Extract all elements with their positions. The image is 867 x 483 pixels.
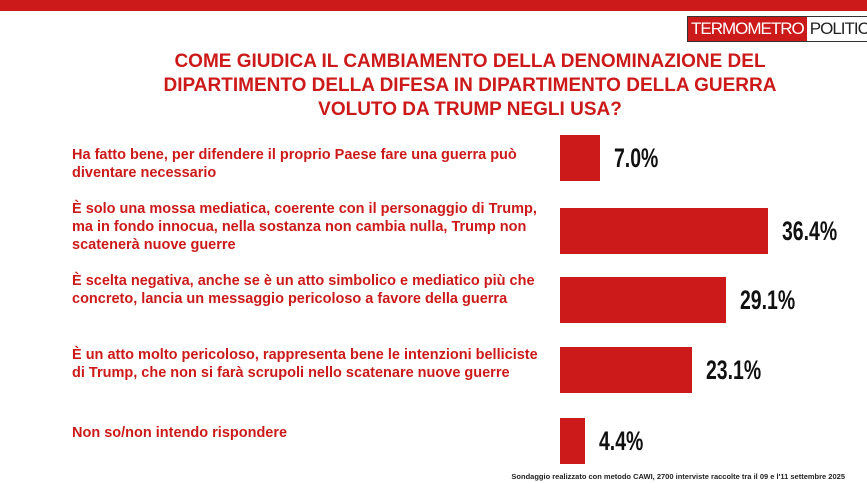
category-label: È scelta negativa, anche se è un atto si… bbox=[72, 273, 535, 307]
footnote: Sondaggio realizzato con metodo CAWI, 27… bbox=[511, 472, 845, 481]
value-label: 29.1% bbox=[740, 285, 796, 315]
value-label: 36.4% bbox=[781, 216, 837, 246]
logo: TERMOMETRO POLITICO bbox=[687, 16, 867, 42]
bar bbox=[560, 208, 768, 254]
value-label: 7.0% bbox=[613, 143, 659, 173]
bar bbox=[560, 135, 600, 181]
chart-title: COME GIUDICA IL CAMBIAMENTO DELLA DENOMI… bbox=[163, 51, 777, 120]
logo-left: TERMOMETRO bbox=[688, 17, 807, 41]
category-label: Ha fatto bene, per difendere il proprio … bbox=[72, 147, 517, 181]
bar bbox=[560, 277, 727, 323]
bar bbox=[560, 418, 586, 464]
category-label: È un atto molto pericoloso, rappresenta … bbox=[72, 347, 538, 381]
value-label: 23.1% bbox=[705, 355, 762, 385]
top-bar bbox=[0, 0, 867, 11]
category-label: Non so/non intendo rispondere bbox=[72, 425, 288, 441]
logo-right: POLITICO bbox=[809, 19, 867, 38]
category-label: È solo una mossa mediatica, coerente con… bbox=[72, 201, 537, 253]
value-label: 4.4% bbox=[599, 426, 644, 456]
bar bbox=[560, 347, 692, 393]
